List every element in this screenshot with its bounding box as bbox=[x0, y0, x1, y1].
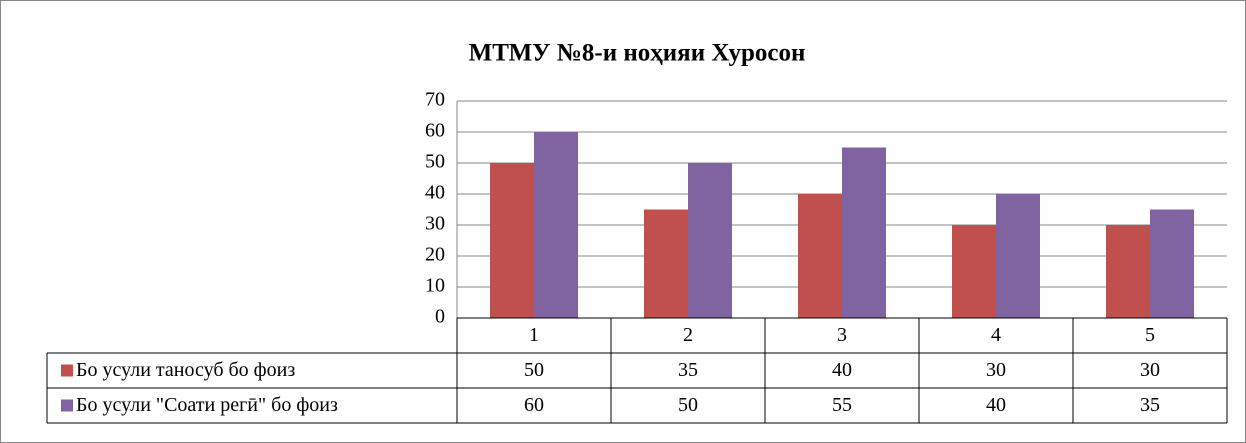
table-value: 35 bbox=[1140, 394, 1160, 416]
table-value: 50 bbox=[678, 394, 698, 416]
table-value: 30 bbox=[986, 359, 1006, 381]
bar bbox=[1150, 209, 1194, 318]
table-value: 30 bbox=[1140, 359, 1160, 381]
table-value: 55 bbox=[832, 394, 852, 416]
y-tick-label: 60 bbox=[425, 120, 445, 142]
table-value: 35 bbox=[678, 359, 698, 381]
legend-swatch bbox=[61, 364, 73, 377]
bar bbox=[952, 225, 996, 318]
table-value: 60 bbox=[524, 394, 544, 416]
bar bbox=[842, 147, 886, 318]
bar bbox=[1106, 225, 1150, 318]
y-tick-label: 20 bbox=[425, 244, 445, 266]
y-tick-label: 40 bbox=[425, 182, 445, 204]
bar bbox=[490, 163, 534, 318]
bar bbox=[798, 194, 842, 318]
y-tick-label: 30 bbox=[425, 213, 445, 235]
x-tick-label: 1 bbox=[529, 324, 539, 346]
bar bbox=[644, 209, 688, 318]
legend-swatch bbox=[61, 399, 73, 412]
legend-label: Бо усули таносуб бо фоиз bbox=[76, 359, 295, 381]
x-tick-label: 4 bbox=[991, 324, 1001, 346]
chart-title: МТМУ №8-и ноҳияи Хуросон bbox=[469, 40, 806, 67]
bar bbox=[534, 132, 578, 318]
bar bbox=[688, 163, 732, 318]
table-value: 50 bbox=[524, 359, 544, 381]
y-tick-label: 0 bbox=[435, 306, 445, 328]
x-tick-label: 2 bbox=[683, 324, 693, 346]
y-tick-label: 70 bbox=[425, 89, 445, 111]
x-tick-label: 3 bbox=[837, 324, 847, 346]
table-value: 40 bbox=[832, 359, 852, 381]
table-value: 40 bbox=[986, 394, 1006, 416]
y-tick-label: 10 bbox=[425, 275, 445, 297]
legend-label: Бо усули "Соати регӣ" бо фоиз bbox=[76, 394, 338, 416]
bar bbox=[996, 194, 1040, 318]
x-tick-label: 5 bbox=[1145, 324, 1155, 346]
y-tick-label: 50 bbox=[425, 151, 445, 173]
